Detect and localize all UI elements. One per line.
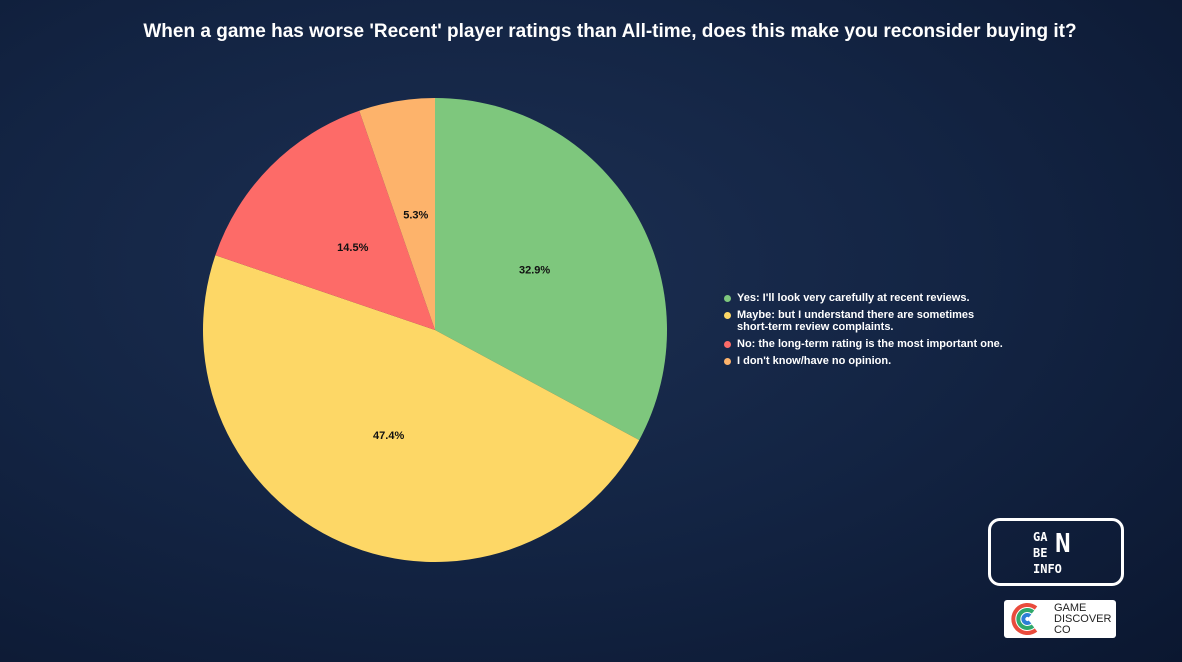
watermark-text: INFO — [1033, 562, 1062, 576]
legend-swatch — [724, 341, 731, 348]
logo-icon — [1011, 603, 1038, 635]
legend-swatch — [724, 312, 731, 319]
watermark: GA BE INFO N — [988, 518, 1124, 586]
watermark-text: N — [1055, 529, 1071, 559]
pie-slice — [215, 110, 435, 330]
legend-item: Maybe: but I understand there are someti… — [724, 309, 1003, 333]
logo-line: CO — [1054, 624, 1071, 636]
data-label: 47.4% — [373, 430, 404, 442]
legend-swatch — [724, 295, 731, 302]
data-label: 14.5% — [337, 242, 368, 254]
legend-label: Maybe: but I understand there are someti… — [737, 309, 975, 333]
legend-label: No: the long-term rating is the most imp… — [737, 338, 1003, 350]
data-label: 5.3% — [403, 210, 428, 222]
logo-text: GAME DISCOVER CO — [1054, 603, 1111, 636]
legend-item: Yes: I'll look very carefully at recent … — [724, 292, 1003, 304]
legend-swatch — [724, 358, 731, 365]
legend-label: I don't know/have no opinion. — [737, 355, 892, 367]
chart-title: When a game has worse 'Recent' player ra… — [143, 21, 1077, 42]
watermark-text: BE — [1033, 546, 1048, 560]
watermark-text: GA — [1033, 530, 1048, 544]
pie-slice — [359, 98, 435, 330]
pie-slice — [435, 98, 667, 441]
legend-label: Yes: I'll look very carefully at recent … — [737, 292, 970, 304]
logo-line: DISCOVER — [1054, 613, 1112, 625]
logo: GAME DISCOVER CO — [1004, 600, 1116, 638]
legend-item: I don't know/have no opinion. — [724, 355, 1003, 367]
pie-slice — [203, 255, 640, 562]
legend-item: No: the long-term rating is the most imp… — [724, 338, 1003, 350]
legend: Yes: I'll look very carefully at recent … — [724, 292, 1003, 372]
data-label: 32.9% — [519, 264, 550, 276]
logo-line: GAME — [1054, 602, 1087, 614]
